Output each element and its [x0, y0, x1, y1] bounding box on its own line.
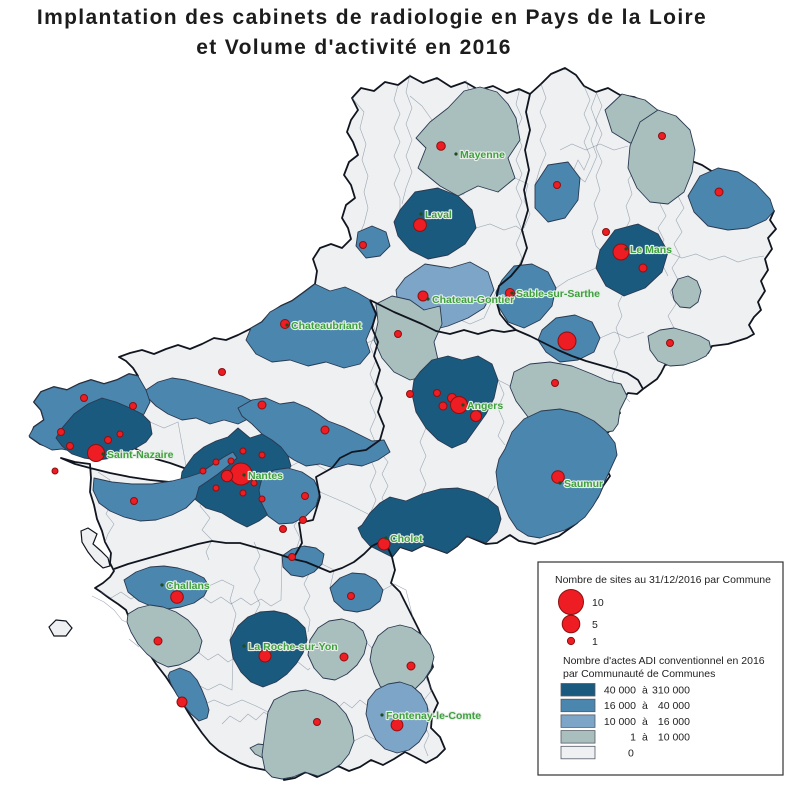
- svg-text:40 000: 40 000: [658, 700, 690, 712]
- svg-text:Fontenay-le-Comte: Fontenay-le-Comte: [386, 710, 481, 722]
- svg-text:10: 10: [592, 597, 604, 609]
- svg-text:La Roche-sur-Yon: La Roche-sur-Yon: [248, 641, 338, 653]
- svg-text:16 000: 16 000: [604, 700, 636, 712]
- svg-text:1: 1: [630, 732, 636, 744]
- svg-text:0: 0: [628, 747, 634, 759]
- svg-text:10 000: 10 000: [658, 732, 690, 744]
- svg-text:Chateau-Gontier: Chateau-Gontier: [432, 294, 514, 306]
- svg-text:5: 5: [592, 619, 598, 631]
- svg-text:Nombre de sites au 31/12/2016: Nombre de sites au 31/12/2016 par Commun…: [555, 574, 771, 586]
- svg-text:Cholet: Cholet: [390, 533, 423, 545]
- svg-text:Le Mans: Le Mans: [630, 244, 672, 256]
- svg-text:par Communauté de Communes: par Communauté de Communes: [563, 668, 715, 680]
- svg-text:à: à: [642, 685, 648, 697]
- svg-text:Sable-sur-Sarthe: Sable-sur-Sarthe: [516, 288, 600, 300]
- svg-text:310 000: 310 000: [652, 685, 690, 697]
- svg-text:16 000: 16 000: [658, 716, 690, 728]
- svg-text:1: 1: [592, 636, 598, 648]
- svg-text:Mayenne: Mayenne: [460, 149, 505, 161]
- svg-text:Nombre d'actes ADI conventionn: Nombre d'actes ADI conventionnel en 2016: [563, 655, 765, 667]
- svg-text:à: à: [642, 732, 648, 744]
- svg-text:10 000: 10 000: [604, 716, 636, 728]
- svg-text:Saumur: Saumur: [564, 478, 603, 490]
- svg-text:Angers: Angers: [467, 400, 503, 412]
- svg-text:à: à: [642, 716, 648, 728]
- svg-text:40 000: 40 000: [604, 685, 636, 697]
- svg-text:à: à: [642, 700, 648, 712]
- svg-text:Challans: Challans: [166, 580, 210, 592]
- svg-text:Chateaubriant: Chateaubriant: [291, 320, 362, 332]
- svg-text:Laval: Laval: [425, 209, 452, 221]
- svg-text:Nantes: Nantes: [248, 470, 283, 482]
- svg-text:Saint-Nazaire: Saint-Nazaire: [107, 449, 174, 461]
